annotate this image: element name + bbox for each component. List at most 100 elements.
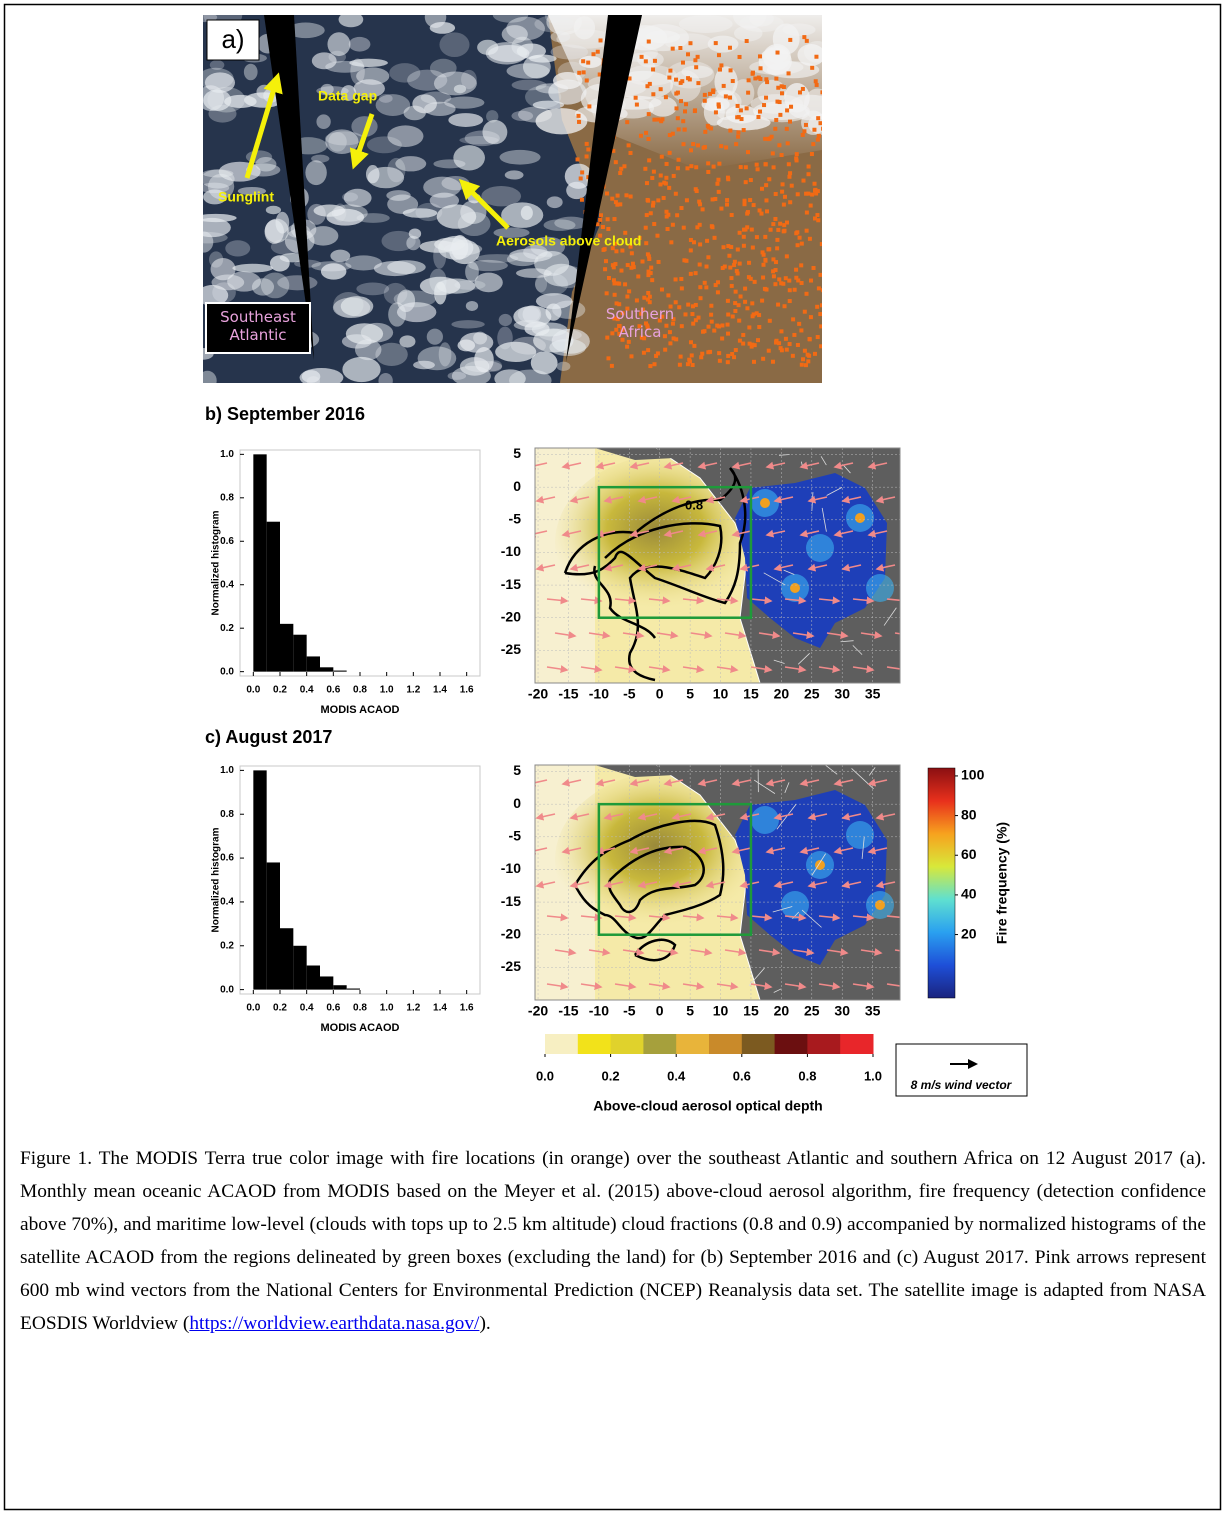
wind-arrow [784,665,807,674]
fire-dot [602,247,607,252]
fire-dot [717,324,722,329]
fire-dot [746,78,751,83]
fire-dot [733,301,738,306]
wind-arrow [894,632,900,635]
wind-arrow [886,666,900,670]
fire-dot [652,117,657,122]
fire-dot [663,181,668,186]
wind-arrow [750,665,773,674]
cloud [203,189,227,205]
fire-dot [765,209,770,214]
fire-dot [771,269,776,274]
fire-dot [618,171,623,176]
fire-dot [754,162,759,167]
fire-dot [727,45,732,50]
region-label: Southern Africa [605,305,675,341]
cloud [550,44,589,60]
fire-dot [697,222,702,227]
fire-dot [707,91,712,96]
fire-dot [699,355,704,360]
x-tick-label: 1.2 [406,685,420,696]
wind-arrow [648,665,671,674]
fire-dot [655,351,660,356]
fire-dot [741,243,746,248]
wind-arrow [875,880,896,889]
fire-dot [719,63,724,68]
fire-dot [773,216,778,221]
fire-dot [624,193,629,198]
cloud [264,218,289,243]
fire-dot [673,300,678,305]
fire-dot [692,109,697,114]
fire-dot [690,312,695,317]
fire-dot [762,103,767,108]
fire-dot [807,337,812,342]
cloud [564,163,593,189]
bar [320,667,334,672]
bar [320,976,334,990]
fire-dot [665,226,670,231]
fire-dot [651,67,656,72]
fire-dot [804,228,809,233]
fire-dot [628,194,633,199]
wind-arrow [807,880,828,889]
fire-dot [656,117,661,122]
fire-dot [782,194,787,199]
fire-dot [702,145,707,150]
fire-dot [788,200,793,205]
fire-dot [773,268,778,273]
map [535,448,900,683]
y-tick-label: -20 [501,925,521,941]
fire-dot [728,265,733,270]
wind-arrow [758,948,781,957]
fire-dot [675,166,680,171]
fire-dot [764,95,769,100]
fire-dot [577,119,582,124]
color-block [709,1034,743,1054]
x-tick-label: 1.4 [433,685,447,696]
cloud [451,320,485,329]
fire-dot [675,213,680,218]
wind-arrow [648,982,671,991]
wind-arrow [546,596,569,605]
wind-arrow [724,948,747,957]
fire-dot [667,75,672,80]
panel-label: a) [221,24,244,54]
fire-dot [648,211,653,216]
cloud [499,149,541,165]
cloud [209,251,224,268]
fire-dot [709,319,714,324]
caption-link[interactable]: https://worldview.earthdata.nasa.gov/ [189,1313,480,1334]
wind-arrow [603,880,624,889]
fire-dot [742,198,747,203]
fire-dot [815,137,820,142]
fire-dot [620,248,625,253]
fire-dot [671,336,676,341]
fire-dot [615,193,620,198]
fire-dot [674,106,679,111]
border-line [772,906,793,913]
fire-dot [782,304,787,309]
y-tick-label: -15 [501,893,521,909]
fire-dot [796,278,801,283]
y-tick-label: -25 [501,641,521,657]
fire-dot [752,359,757,364]
fire-dot [734,142,739,147]
bar [306,656,320,672]
fire-dot [775,237,780,242]
wind-arrow [750,913,773,922]
fire-dot [732,263,737,268]
fire-dot [741,128,746,133]
fire-dot [739,117,744,122]
fire-dot [649,265,654,270]
cloud [387,260,426,275]
fire-dot [708,349,713,354]
fire-dot [784,347,789,352]
fire-dot [764,183,769,188]
y-tick-label: 60 [961,846,977,862]
x-tick-label: 0.4 [300,1003,314,1014]
arrow [244,72,283,179]
fire-dot [651,200,656,205]
fire-dot [732,259,737,264]
wind-arrow [807,563,828,572]
